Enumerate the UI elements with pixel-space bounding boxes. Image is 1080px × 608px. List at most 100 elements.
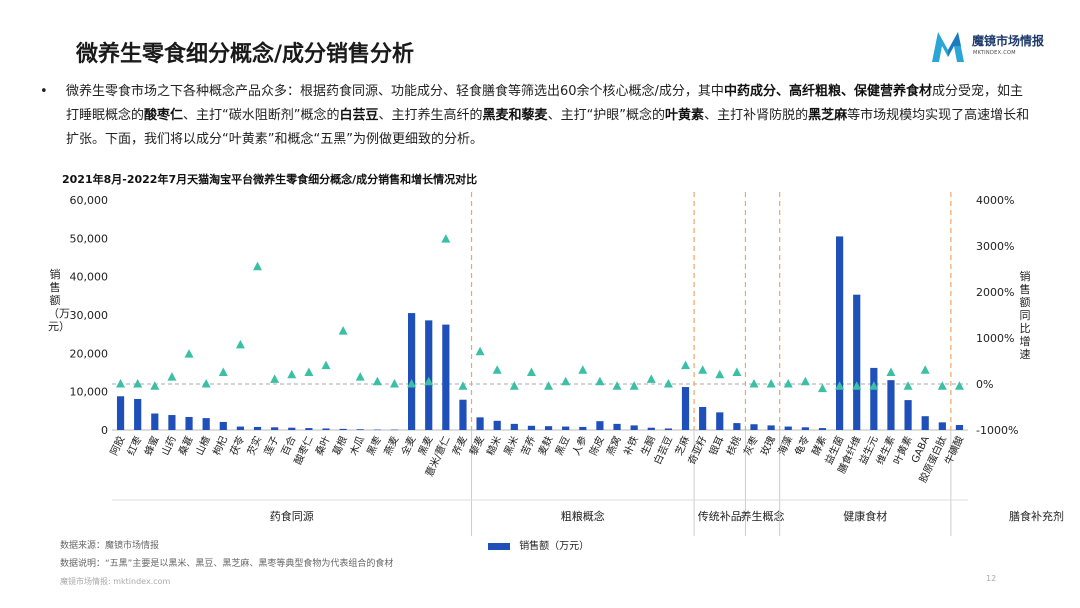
bar — [168, 415, 176, 430]
category-label: 百合 — [278, 434, 298, 458]
category-label: 蜂蜜 — [141, 434, 161, 458]
bar — [425, 320, 433, 430]
group-label: 养生概念 — [741, 509, 785, 523]
growth-marker — [458, 381, 468, 390]
growth-marker — [886, 367, 896, 376]
growth-marker — [817, 383, 827, 393]
bar — [527, 425, 536, 430]
legend-label: 销售额（万元） — [519, 541, 590, 552]
growth-marker — [116, 379, 126, 388]
bar — [493, 420, 501, 430]
category-label: 黑米 — [501, 434, 521, 458]
intro-paragraph: • 微养生零食市场之下各种概念产品众多：根据药食同源、功能成分、轻食膳食等筛选出… — [40, 80, 1030, 152]
bar — [134, 398, 142, 430]
growth-marker — [424, 376, 434, 386]
y2-tick-label: 2000% — [976, 286, 1014, 299]
chart-legend: 销售额（万元） — [488, 537, 589, 552]
intro-highlight: 白芸豆 — [339, 108, 379, 123]
category-label: 玫瑰 — [758, 434, 778, 458]
intro-segment: 成分受宠，如主打睡眠概念的 — [66, 84, 1023, 123]
bar — [408, 313, 416, 430]
growth-marker — [355, 372, 365, 381]
y-tick-label: 20,000 — [70, 347, 109, 360]
growth-marker — [783, 379, 793, 388]
intro-highlight: 中药成分、高纤粗粮、保健营养食材 — [723, 84, 932, 99]
bar — [716, 412, 724, 430]
bar — [836, 236, 844, 430]
growth-marker — [304, 367, 314, 376]
category-label: 黑枣 — [365, 434, 384, 457]
bar — [544, 426, 553, 430]
group-label: 膳食补充剂 — [1009, 509, 1064, 523]
bar — [305, 428, 313, 430]
intro-highlight: 黑麦和藜麦 — [482, 108, 548, 123]
bar — [818, 428, 827, 430]
growth-marker — [321, 360, 331, 370]
growth-marker — [133, 379, 143, 388]
bar — [373, 429, 381, 431]
growth-marker — [338, 326, 348, 335]
growth-marker — [766, 379, 776, 388]
intro-highlight: 酸枣仁 — [144, 108, 184, 123]
growth-marker — [852, 381, 862, 390]
bar — [356, 429, 364, 430]
growth-marker — [646, 374, 656, 383]
bar — [767, 425, 775, 430]
growth-marker — [561, 376, 571, 386]
bar — [784, 426, 792, 430]
brand-logo: 魔镜市场情报 MKTINDEX.COM — [928, 26, 1058, 66]
growth-marker — [201, 379, 211, 388]
growth-marker — [715, 369, 725, 379]
bar — [442, 324, 450, 430]
growth-marker — [526, 367, 536, 376]
bar — [733, 423, 741, 430]
category-label: 桑叶 — [313, 434, 332, 457]
growth-marker — [235, 339, 245, 349]
intro-segment: 微养生零食市场之下各种概念产品众多：根据药食同源、功能成分、轻食膳食等筛选出60… — [66, 84, 724, 99]
bar — [236, 426, 244, 430]
category-label: 麦麸 — [535, 434, 555, 458]
bar — [664, 428, 672, 430]
category-label: 枸杞 — [210, 434, 230, 458]
legend-swatch — [488, 542, 510, 550]
category-label: 灰枣 — [740, 434, 760, 458]
bar — [955, 425, 964, 430]
growth-marker — [920, 365, 930, 374]
intro-text: 微养生零食市场之下各种概念产品众多：根据药食同源、功能成分、轻食膳食等筛选出60… — [66, 80, 1030, 152]
growth-marker — [954, 381, 964, 390]
category-label: 糙米 — [484, 434, 504, 458]
category-label: 山药 — [159, 434, 178, 457]
category-label: 芝麻 — [672, 434, 692, 458]
y-tick-label: 10,000 — [70, 386, 109, 399]
growth-marker — [663, 379, 673, 388]
group-label: 传统补品 — [698, 510, 742, 523]
bar — [390, 429, 399, 431]
category-label: 黑豆 — [553, 434, 572, 457]
category-label: 藜麦 — [467, 434, 487, 458]
growth-marker — [441, 234, 451, 243]
growth-marker — [270, 374, 280, 383]
category-label: 银耳 — [706, 434, 726, 458]
growth-marker — [681, 360, 691, 370]
category-label: 全麦 — [398, 434, 418, 458]
bar — [562, 426, 570, 430]
category-label: 山楂 — [193, 434, 213, 458]
bar — [647, 427, 655, 430]
category-label: 燕麦 — [382, 434, 401, 457]
bar — [801, 427, 809, 430]
footer-watermark: 魔镜市场情报: mktindex.com — [60, 577, 171, 586]
y2-tick-label: 4000% — [976, 194, 1014, 207]
bar — [630, 425, 638, 430]
bar — [750, 424, 758, 430]
growth-marker — [372, 376, 382, 386]
category-label: 人参 — [569, 434, 589, 458]
logo-name: 魔镜市场情报 — [972, 34, 1045, 48]
category-label: 陈皮 — [586, 434, 606, 458]
growth-marker — [937, 381, 947, 390]
group-label: 粗粮概念 — [561, 509, 605, 523]
bar — [596, 421, 604, 430]
category-label: 燕窝 — [604, 434, 624, 458]
bar — [887, 380, 895, 430]
category-label: 茯苓 — [227, 434, 247, 458]
data-source: 数据来源：魔镜市场情报 — [60, 541, 160, 551]
